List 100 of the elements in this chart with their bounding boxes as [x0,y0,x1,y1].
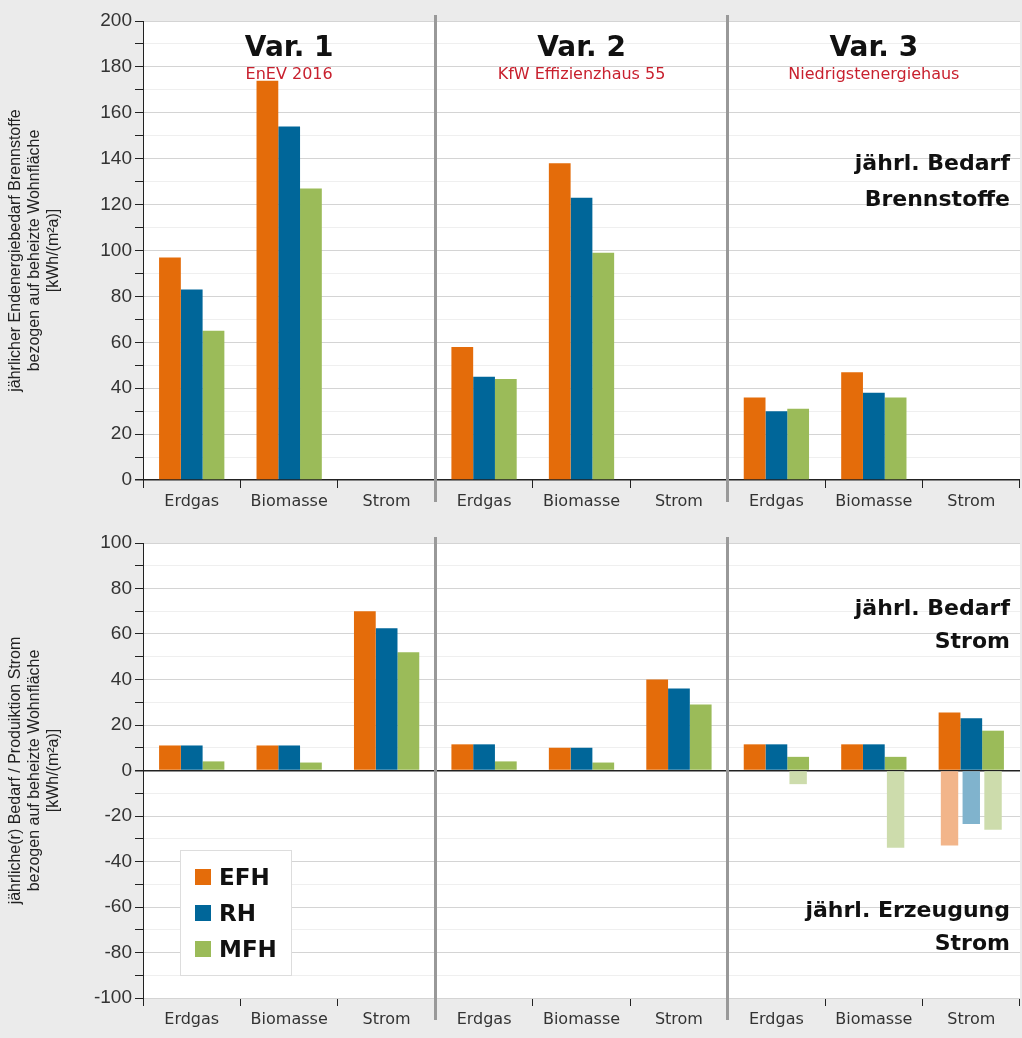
x-tick-label: Strom [947,490,996,510]
y-tick-label: 20 [110,713,132,735]
y-tick-label: 60 [110,622,132,644]
bar [473,744,495,770]
bar [256,745,279,770]
bar [765,411,788,480]
bar [256,80,279,480]
bar [570,747,593,770]
bar [473,376,495,480]
bar [278,745,301,770]
bar [841,744,863,770]
bar [202,761,225,770]
annotation: Var. 3 [829,30,919,63]
bar [451,346,474,480]
bar [494,761,517,770]
x-tick-label: Biomasse [835,1008,913,1028]
bar [982,730,1004,770]
bar [884,397,907,480]
bar [451,744,474,770]
x-tick-label: Erdgas [456,490,512,510]
y-tick-label: -80 [104,940,132,962]
bar [397,652,420,770]
legend-label: RH [219,900,256,926]
bar [592,252,615,480]
y-tick-label: -40 [104,849,132,871]
y-tick-label: 40 [110,667,132,689]
annotation: jährl. Erzeugung Strom [804,897,1010,955]
bar [940,771,959,846]
bar [862,744,885,770]
bar [787,756,810,770]
y-tick-label: 60 [110,330,132,352]
y-tick-label: 40 [110,376,132,398]
annotation: Niedrigstenergiehaus [788,64,960,83]
x-tick-label: Strom [654,1008,703,1028]
bar [300,188,322,480]
bar [689,704,712,770]
y-tick-label: 0 [121,758,132,780]
y-tick-label: -100 [93,986,132,1008]
bar [646,679,669,770]
y-tick-label: 140 [100,146,132,168]
bar [787,408,810,480]
y-tick-label: 100 [100,238,132,260]
x-tick-label: Biomasse [542,1008,621,1028]
bar [862,392,885,480]
y-tick-label: 180 [100,55,132,77]
bar [743,744,766,770]
x-tick-label: Biomasse [250,1008,328,1028]
x-tick-label: Erdgas [456,1008,512,1028]
bar [570,197,593,480]
bar [668,688,690,770]
annotation: jährl. Bedarf Brennstoffe [853,150,1011,211]
bar [938,712,961,770]
annotation: Var. 2 [537,30,626,63]
legend-label: MFH [219,936,277,962]
x-tick-label: Erdgas [748,490,804,510]
x-tick-label: Biomasse [250,490,328,510]
y-tick-label: 80 [110,576,132,598]
y-tick-label: 160 [100,101,132,123]
y-tick-label: -20 [104,804,132,826]
bar [962,771,980,824]
y-tick-label: 200 [100,9,132,31]
y-axis-title: jährlicher Endenergiebedarf Brennstoffe bezogen auf beheizte Wohnfläche [kWh/(m²a)] [6,109,62,393]
annotation: KfW Effizienzhaus 55 [497,64,666,83]
x-tick-label: Strom [947,1008,996,1028]
annotation: EnEV 2016 [245,64,333,83]
bar [375,628,398,770]
bar [202,330,225,480]
bar [984,771,1002,830]
bar [548,163,571,480]
bar [884,756,907,770]
bar [765,744,788,770]
y-tick-label: -60 [104,895,132,917]
x-tick-label: Biomasse [835,490,913,510]
x-tick-label: Erdgas [164,490,220,510]
legend-label: EFH [219,864,270,890]
bar [278,126,301,480]
y-tick-label: 100 [100,531,132,553]
bar [886,771,905,848]
bar [159,257,181,480]
x-tick-label: Strom [654,490,703,510]
bar [300,762,322,770]
bar [841,372,863,480]
bar [960,718,983,770]
bar [180,289,203,480]
x-tick-label: Strom [362,490,411,510]
y-tick-label: 120 [100,192,132,214]
bar [353,611,376,770]
y-tick-label: 80 [110,284,132,306]
bar [494,379,517,480]
y-tick-label: 0 [121,468,132,490]
bar [180,745,203,770]
y-axis-title: jährliche(r) Bedarf / Produiktion Strom bezogen auf beheizte Wohnfläche [kWh/(m²a)] [6,636,62,906]
x-tick-label: Strom [362,1008,411,1028]
x-tick-label: Erdgas [748,1008,804,1028]
bar [592,762,615,770]
bar [743,397,766,480]
bar [548,747,571,770]
annotation: Var. 1 [244,30,334,63]
annotation: jährl. Bedarf Strom [853,595,1011,653]
x-tick-label: Biomasse [542,490,621,510]
